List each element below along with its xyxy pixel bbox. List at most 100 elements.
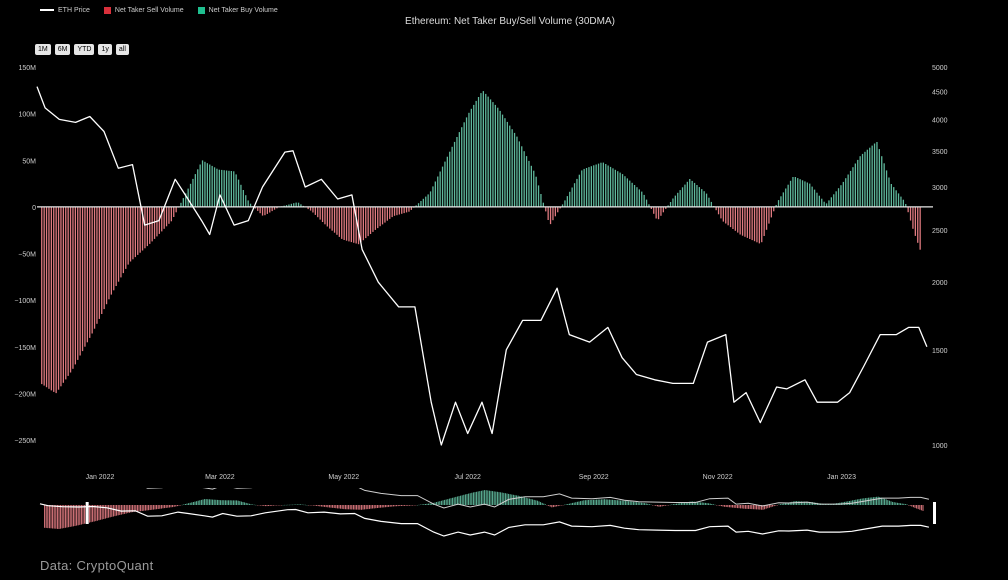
sell-volume-bar [110,206,112,295]
range-button-ytd[interactable]: YTD [74,44,95,55]
navigator-bar [479,491,481,505]
sell-volume-bar [307,206,309,210]
navigator-bar [172,505,174,508]
buy-volume-bar [878,149,880,207]
navigator-bar [736,505,738,509]
navigator-bar [240,501,242,505]
buy-volume-bar [833,194,835,207]
navigator-bar [148,505,150,511]
navigator-bar [784,503,786,505]
legend-item-buy-volume[interactable]: Net Taker Buy Volume [197,6,278,14]
buy-volume-bar [624,176,626,207]
navigator-bar [96,505,98,521]
navigator-bar [762,505,764,510]
navigator-bar [319,505,321,507]
sell-volume-bar [173,206,175,217]
navigator-bar [381,505,383,508]
sell-volume-bar [98,206,100,319]
navigator-bar [610,499,612,505]
range-button-1y[interactable]: 1y [98,44,112,55]
navigator-bar [708,503,710,505]
sell-volume-bar [912,206,914,229]
sell-volume-bar [377,206,379,229]
legend-item-sell-volume[interactable]: Net Taker Sell Volume [103,6,184,14]
navigator-bar [58,505,60,529]
navigator-bar [456,496,458,505]
navigator-bar [245,502,247,505]
legend-item-eth-price[interactable]: ETH Price [40,7,90,14]
navigator-bar [357,505,359,510]
buy-volume-bar [225,170,228,207]
buy-volume-bar [780,196,782,207]
navigator-bar [212,499,214,505]
navigator-bar [109,505,111,518]
navigator-bar [327,505,329,508]
buy-volume-bar [187,188,189,207]
sell-volume-bar [722,206,724,222]
navigator-bar [202,499,204,505]
range-button-all[interactable]: all [115,44,129,55]
navigator-bar [151,505,153,510]
left-tick-label: 100M [18,112,36,119]
navigator-bar [663,505,665,506]
sell-volume-bar [914,206,916,236]
sell-volume-bar [41,206,43,385]
navigator-bar [493,491,495,505]
range-selector: 1M 6M YTD 1y all [35,44,129,55]
navigator-bar [887,500,889,505]
navigator-bar [533,499,535,505]
buy-volume-bar [201,160,204,207]
sell-volume-bar [763,206,765,236]
sell-volume-bar [729,206,732,228]
navigator-bar [314,505,316,506]
navigator-bar [919,505,921,510]
sell-volume-bar [353,206,355,243]
navigator-bar [901,503,903,505]
buy-volume-bar [809,183,811,207]
navigator-bar [175,505,177,507]
buy-volume-bar [576,178,578,207]
navigator-left-handle[interactable] [85,502,89,524]
sell-volume-bar [549,206,552,225]
navigator-bar [527,498,529,505]
navigator-bar [368,505,370,509]
buy-volume-bar [492,102,494,207]
sell-volume-bar [69,206,72,373]
navigator-bar [698,502,700,505]
navigator-bar [444,499,446,505]
main-chart-plot[interactable]: 150M 100M 50M 0 −50M −100M −150M −200M −250M 500… [0,60,1008,490]
navigator-bar [407,505,409,506]
navigator-bars [44,490,924,529]
navigator-bar [733,505,735,508]
range-navigator[interactable] [0,488,1008,538]
sell-volume-bar [907,206,909,213]
sell-volume-bar [127,206,129,265]
navigator-right-handle[interactable] [933,502,936,524]
range-button-1m[interactable]: 1M [35,44,51,55]
navigator-bar [183,504,185,505]
right-y-axis: 5000 4500 4000 3500 3000 2500 2000 1500 1000 [932,65,948,450]
buy-volume-bar [213,167,216,207]
buy-volume-bar [230,171,232,207]
navigator-bar [248,503,250,505]
navigator-bar [135,505,137,512]
navigator-bar [532,499,534,505]
buy-volume-bar [489,99,492,207]
navigator-bar [100,505,102,520]
navigator-bar [506,493,508,505]
buy-volume-bar [893,187,895,207]
navigator-bar [615,500,617,505]
buy-volume-bar [228,170,230,207]
navigator-bar [487,490,489,505]
navigator-bar [687,502,689,505]
navigator-bar [223,500,225,505]
navigator-bar [389,505,391,507]
buy-volume-bar [453,141,456,207]
buy-volume-bar [247,200,249,207]
sell-volume-bar [312,206,314,213]
buy-volume-bar [189,183,192,207]
sell-volume-bar [53,206,55,392]
range-button-6m[interactable]: 6M [54,44,71,55]
sell-volume-bar [261,206,264,216]
navigator-bar [869,497,871,505]
